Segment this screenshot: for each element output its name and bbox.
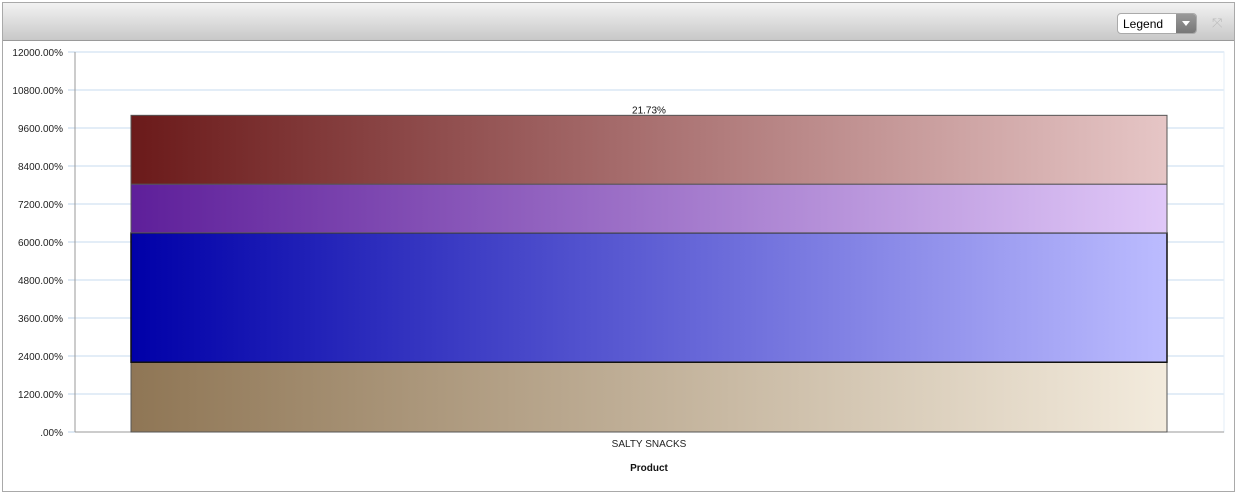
y-tick-label: 8400.00% (18, 162, 63, 173)
y-tick-label: 7200.00% (18, 200, 63, 211)
y-tick-label: 4800.00% (18, 276, 63, 287)
data-label: 21.73% (632, 105, 666, 116)
y-tick-label: 1200.00% (18, 390, 63, 401)
x-tick-label: SALTY SNACKS (612, 439, 687, 450)
legend-dropdown[interactable]: Legend (1117, 13, 1197, 34)
chevron-down-icon[interactable] (1176, 14, 1196, 33)
y-tick-label: 12000.00% (12, 48, 63, 59)
legend-dropdown-label: Legend (1123, 17, 1164, 31)
x-axis-title: Product (630, 463, 668, 474)
collapse-arrows-icon[interactable]: ⤧ (1212, 15, 1223, 30)
bar-segment (130, 114, 1168, 185)
y-tick-label: 3600.00% (18, 314, 63, 325)
y-tick-label: 10800.00% (12, 86, 63, 97)
chart-toolbar: Legend ⤧ (3, 3, 1234, 41)
y-tick-label: 2400.00% (18, 352, 63, 363)
bar-segment (130, 183, 1168, 234)
y-tick-label: .00% (40, 428, 63, 439)
bar-segment (130, 232, 1168, 363)
y-tick-label: 6000.00% (18, 238, 63, 249)
bar-segment (130, 361, 1168, 433)
y-tick-label: 9600.00% (18, 124, 63, 135)
